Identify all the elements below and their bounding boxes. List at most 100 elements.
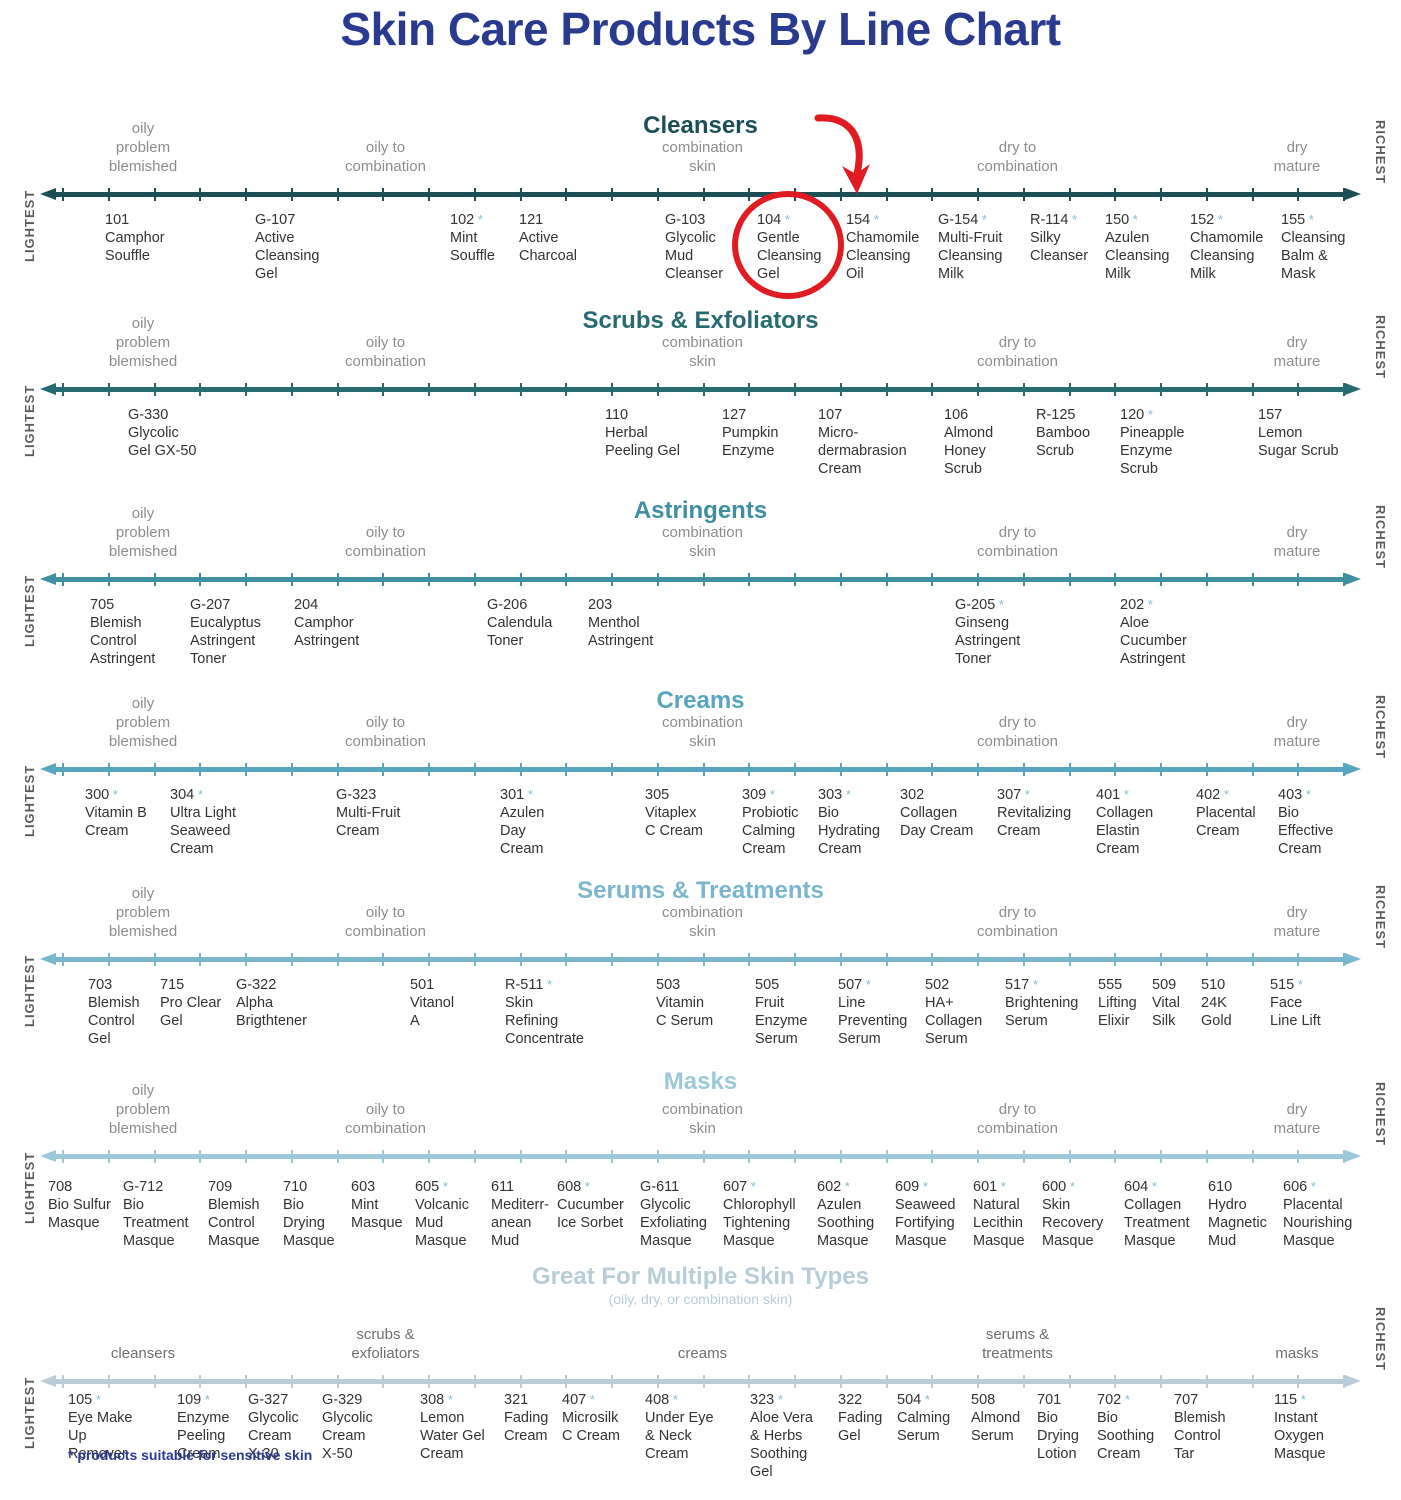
product-entry[interactable]: 401 * Collagen Elastin Cream bbox=[1096, 786, 1153, 858]
product-entry[interactable]: 110 Herbal Peeling Gel bbox=[605, 406, 680, 460]
product-entry[interactable]: 202 * Aloe Cucumber Astringent bbox=[1120, 596, 1187, 668]
product-entry[interactable]: R-125 Bamboo Scrub bbox=[1036, 406, 1090, 460]
product-entry[interactable]: 300 * Vitamin B Cream bbox=[85, 786, 147, 840]
product-name: Glycolic Mud Cleanser bbox=[665, 230, 724, 282]
product-entry[interactable]: 708 Bio Sulfur Masque bbox=[48, 1178, 111, 1232]
product-entry[interactable]: 150 * Azulen Cleansing Milk bbox=[1105, 211, 1170, 283]
product-entry[interactable]: 408 * Under Eye & Neck Cream bbox=[645, 1391, 714, 1463]
product-entry[interactable]: 702 * Bio Soothing Cream bbox=[1097, 1391, 1154, 1463]
product-entry[interactable]: 155 * Cleansing Balm & Mask bbox=[1281, 211, 1346, 283]
product-entry[interactable]: 302 Collagen Day Cream bbox=[900, 786, 973, 840]
product-entry[interactable]: G-107 Active Cleansing Gel bbox=[255, 211, 320, 283]
product-name: Microsilk C Cream bbox=[562, 1410, 621, 1444]
product-entry[interactable]: 517 * Brightening Serum bbox=[1005, 976, 1078, 1030]
product-entry[interactable]: 705 Blemish Control Astringent bbox=[90, 596, 155, 668]
product-entry[interactable]: 606 * Placental Nourishing Masque bbox=[1283, 1178, 1352, 1250]
product-entry[interactable]: 703 Blemish Control Gel bbox=[88, 976, 140, 1048]
product-entry[interactable]: G-207 Eucalyptus Astringent Toner bbox=[190, 596, 261, 668]
product-entry[interactable]: 601 * Natural Lecithin Masque bbox=[973, 1178, 1025, 1250]
product-entry[interactable]: 602 * Azulen Soothing Masque bbox=[817, 1178, 874, 1250]
product-entry[interactable]: R-511 * Skin Refining Concentrate bbox=[505, 976, 584, 1048]
product-entry[interactable]: 107 Micro- dermabrasion Cream bbox=[818, 406, 907, 478]
product-entry[interactable]: 104 * Gentle Cleansing Gel bbox=[757, 211, 822, 283]
product-entry[interactable]: 120 * Pineapple Enzyme Scrub bbox=[1120, 406, 1185, 478]
product-entry[interactable]: 322 Fading Gel bbox=[838, 1391, 882, 1445]
product-entry[interactable]: 600 * Skin Recovery Masque bbox=[1042, 1178, 1103, 1250]
product-entry[interactable]: G-205 * Ginseng Astringent Toner bbox=[955, 596, 1020, 668]
product-entry[interactable]: 504 * Calming Serum bbox=[897, 1391, 950, 1445]
axis-tick bbox=[1343, 1150, 1345, 1163]
product-entry[interactable]: 609 * Seaweed Fortifying Masque bbox=[895, 1178, 955, 1250]
product-entry[interactable]: 510 24K Gold bbox=[1201, 976, 1232, 1030]
product-name: Blemish Control Astringent bbox=[90, 615, 156, 667]
product-entry[interactable]: 323 * Aloe Vera & Herbs Soothing Gel bbox=[750, 1391, 813, 1481]
product-entry[interactable]: 204 Camphor Astringent bbox=[294, 596, 359, 650]
product-entry[interactable]: G-712 Bio Treatment Masque bbox=[123, 1178, 189, 1250]
product-entry[interactable]: 605 * Volcanic Mud Masque bbox=[415, 1178, 469, 1250]
product-entry[interactable]: 127 Pumpkin Enzyme bbox=[722, 406, 778, 460]
product-entry[interactable]: 121 Active Charcoal bbox=[519, 211, 577, 265]
product-entry[interactable]: G-103 Glycolic Mud Cleanser bbox=[665, 211, 723, 283]
product-entry[interactable]: 309 * Probiotic Calming Cream bbox=[742, 786, 798, 858]
product-entry[interactable]: 109 * Enzyme Peeling Cream bbox=[177, 1391, 229, 1463]
product-entry[interactable]: 321 Fading Cream bbox=[504, 1391, 548, 1445]
product-entry[interactable]: 611 Mediterr- anean Mud bbox=[491, 1178, 549, 1250]
axis-tick bbox=[1068, 188, 1071, 201]
product-entry[interactable]: 154 * Chamomile Cleansing Oil bbox=[846, 211, 919, 283]
product-entry[interactable]: 105 * Eye Make Up Remover bbox=[68, 1391, 132, 1463]
product-entry[interactable]: G-330 Glycolic Gel GX-50 bbox=[128, 406, 197, 460]
product-entry[interactable]: 603 Mint Masque bbox=[351, 1178, 403, 1232]
product-entry[interactable]: 203 Menthol Astringent bbox=[588, 596, 653, 650]
product-entry[interactable]: 710 Bio Drying Masque bbox=[283, 1178, 335, 1250]
product-entry[interactable]: 304 * Ultra Light Seaweed Cream bbox=[170, 786, 236, 858]
product-entry[interactable]: G-206 Calendula Toner bbox=[487, 596, 552, 650]
product-entry[interactable]: 608 * Cucumber Ice Sorbet bbox=[557, 1178, 624, 1232]
product-entry[interactable]: 157 Lemon Sugar Scrub bbox=[1258, 406, 1339, 460]
axis-tick bbox=[428, 188, 430, 201]
axis-tick bbox=[794, 763, 796, 776]
product-entry[interactable]: 709 Blemish Control Masque bbox=[208, 1178, 260, 1250]
product-entry[interactable]: 707 Blemish Control Tar bbox=[1174, 1391, 1226, 1463]
product-entry[interactable]: 503 Vitamin C Serum bbox=[656, 976, 713, 1030]
product-entry[interactable]: 308 * Lemon Water Gel Cream bbox=[420, 1391, 485, 1463]
product-entry[interactable]: 501 Vitanol A bbox=[410, 976, 454, 1030]
product-entry[interactable]: 402 * Placental Cream bbox=[1196, 786, 1256, 840]
product-entry[interactable]: 607 * Chlorophyll Tightening Masque bbox=[723, 1178, 796, 1250]
product-entry[interactable]: 610 Hydro Magnetic Mud bbox=[1208, 1178, 1267, 1250]
product-entry[interactable]: 115 * Instant Oxygen Masque bbox=[1274, 1391, 1326, 1463]
product-entry[interactable]: 502 HA+ Collagen Serum bbox=[925, 976, 982, 1048]
axis-tick bbox=[1068, 573, 1071, 586]
product-entry[interactable]: 507 * Line Preventing Serum bbox=[838, 976, 907, 1048]
product-entry[interactable]: 305 Vitaplex C Cream bbox=[645, 786, 703, 840]
product-entry[interactable]: 715 Pro Clear Gel bbox=[160, 976, 221, 1030]
product-entry[interactable]: 403 * Bio Effective Cream bbox=[1278, 786, 1333, 858]
product-entry[interactable]: 152 * Chamomile Cleansing Milk bbox=[1190, 211, 1263, 283]
product-entry[interactable]: 505 Fruit Enzyme Serum bbox=[755, 976, 807, 1048]
product-code: G-103 bbox=[665, 212, 706, 228]
product-entry[interactable]: 508 Almond Serum bbox=[971, 1391, 1020, 1445]
product-entry[interactable]: G-329 Glycolic Cream X-50 bbox=[322, 1391, 373, 1463]
product-entry[interactable]: 106 Almond Honey Scrub bbox=[944, 406, 993, 478]
product-name: Fruit Enzyme Serum bbox=[755, 995, 808, 1047]
product-entry[interactable]: G-327 Glycolic Cream X-30 bbox=[248, 1391, 299, 1463]
product-entry[interactable]: 102 * Mint Souffle bbox=[450, 211, 495, 265]
product-entry[interactable]: 604 * Collagen Treatment Masque bbox=[1124, 1178, 1190, 1250]
product-entry[interactable]: R-114 * Silky Cleanser bbox=[1030, 211, 1088, 265]
product-entry[interactable]: 307 * Revitalizing Cream bbox=[997, 786, 1071, 840]
product-entry[interactable]: G-323 Multi-Fruit Cream bbox=[336, 786, 400, 840]
product-entry[interactable]: 509 Vital Silk bbox=[1152, 976, 1180, 1030]
product-entry[interactable]: 515 * Face Line Lift bbox=[1270, 976, 1321, 1030]
product-entry[interactable]: 101 Camphor Souffle bbox=[105, 211, 165, 265]
product-entry[interactable]: G-611 Glycolic Exfoliating Masque bbox=[640, 1178, 707, 1250]
product-entry[interactable]: G-322 Alpha Brigthtener bbox=[236, 976, 307, 1030]
product-entry[interactable]: 407 * Microsilk C Cream bbox=[562, 1391, 620, 1445]
axis-tick bbox=[1343, 763, 1345, 776]
product-entry[interactable]: 301 * Azulen Day Cream bbox=[500, 786, 544, 858]
axis-tick bbox=[336, 573, 339, 586]
product-entry[interactable]: G-154 * Multi-Fruit Cleansing Milk bbox=[938, 211, 1003, 283]
product-entry[interactable]: 555 Lifting Elixir bbox=[1098, 976, 1137, 1030]
axis-tick bbox=[199, 573, 202, 586]
product-entry[interactable]: 701 Bio Drying Lotion bbox=[1037, 1391, 1079, 1463]
product-entry[interactable]: 303 * Bio Hydrating Cream bbox=[818, 786, 880, 858]
